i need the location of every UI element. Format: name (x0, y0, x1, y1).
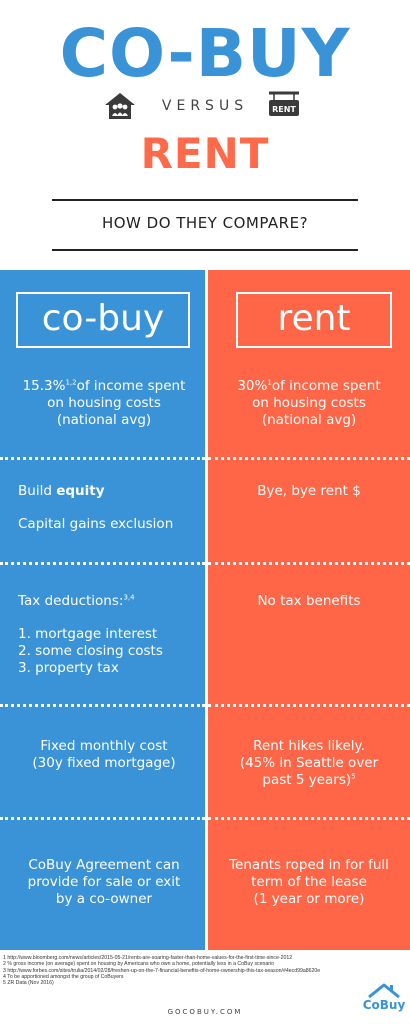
cobuy-equity-text: equity (56, 483, 105, 499)
row-separator (0, 562, 205, 565)
row-separator (208, 562, 410, 565)
cobuy-logo: CoBuy (362, 982, 406, 1020)
versus-label: VERSUS (161, 98, 249, 114)
cobuy-capital-gains: Capital gains exclusion (18, 516, 174, 532)
rent-tenants-line3: (1 year or more) (253, 891, 365, 907)
footnote: 2 % gross income (on average) spent on h… (3, 961, 275, 968)
rent-hikes-sup: 5 (351, 772, 356, 781)
footnote: 5 ZR Data (Nov 2016) (3, 980, 54, 987)
rent-sign-text: RENT (272, 105, 296, 114)
cobuy-income-line3: (national avg) (56, 412, 152, 428)
house-roof-icon (368, 983, 400, 998)
footnote: 1 http://www.bloomberg.com/news/articles… (3, 955, 293, 961)
divider-bottom (52, 249, 358, 251)
rent-hikes-cell: Rent hikes likely. (45% in Seattle over … (212, 738, 406, 789)
cobuy-income-line1: 15.3%1,2of income spent (6, 378, 202, 395)
footnotes: 1 http://www.bloomberg.com/news/articles… (3, 955, 363, 986)
cobuy-agreement-line3: by a co-owner (55, 891, 153, 907)
rent-income-sup: 1 (267, 378, 272, 387)
house-people-icon (105, 93, 135, 119)
site-url: GOCOBUY.COM (167, 1008, 243, 1016)
rent-heading: rent (236, 292, 392, 348)
rent-income-line3: (national avg) (261, 412, 357, 428)
cobuy-heading: co-buy (16, 292, 190, 348)
rent-income-pct: 30% (237, 378, 268, 394)
compare-heading: HOW DO THEY COMPARE? (101, 214, 309, 232)
cobuy-equity-cell: Build equity (18, 483, 203, 500)
footnote: 4 To be apportioned amongst the group of… (3, 973, 124, 980)
rent-bye-text: Bye, bye rent $ (257, 483, 361, 499)
versus-row: VERSUS RENT (0, 90, 410, 122)
cobuy-fixed-cell: Fixed monthly cost (30y fixed mortgage) (6, 738, 202, 772)
cobuy-build-text: Build (18, 483, 57, 499)
cobuy-tax-list: 1. mortgage interest 2. some closing cos… (18, 626, 203, 677)
rent-income-rest: of income spent (271, 378, 381, 394)
rent-income-line1: 30%1of income spent (212, 378, 406, 395)
cobuy-agreement-line1: CoBuy Agreement can (28, 857, 180, 873)
cobuy-fixed-line1: Fixed monthly cost (40, 738, 168, 754)
cobuy-income-pct: 15.3% (22, 378, 66, 394)
cobuy-income-sup: 1,2 (65, 378, 77, 387)
tax-item: 3. property tax (18, 660, 119, 676)
rent-hikes-line3: past 5 years) (262, 772, 352, 788)
divider-top (52, 199, 358, 201)
header: CO-BUY VERSUS RENT RENT HOW DO THEY COMP… (0, 0, 410, 262)
row-separator (208, 704, 410, 707)
footnote: 3 http://www.forbes.com/sites/trulia/201… (3, 967, 321, 974)
logo-text: CoBuy (362, 998, 406, 1012)
tax-item: 2. some closing costs (18, 643, 163, 659)
rent-sign-icon: RENT (269, 91, 299, 116)
rent-hikes-line3-wrap: past 5 years)5 (212, 772, 406, 789)
rent-tenants-cell: Tenants roped in for full term of the le… (212, 857, 406, 908)
rent-no-tax: No tax benefits (257, 593, 361, 609)
cobuy-income-line2: on housing costs (47, 395, 161, 411)
cobuy-agreement-line2: provide for sale or exit (27, 874, 181, 890)
rent-column: rent 30%1of income spent on housing cost… (208, 270, 410, 950)
cobuy-fixed-line2: (30y fixed mortgage) (32, 755, 176, 771)
rent-hikes-line2: (45% in Seattle over (239, 755, 379, 771)
row-separator (208, 817, 410, 820)
rent-income-cell: 30%1of income spent on housing costs (na… (212, 378, 406, 429)
tax-item: 1. mortgage interest (18, 626, 158, 642)
cobuy-income-rest: of income spent (76, 378, 186, 394)
cobuy-tax-label: Tax deductions:3,4 (18, 593, 203, 610)
rent-hikes-line1: Rent hikes likely. (253, 738, 365, 754)
row-separator (208, 457, 410, 460)
main-title: CO-BUY (59, 15, 351, 92)
cobuy-tax-text: Tax deductions: (18, 593, 124, 609)
row-separator (0, 704, 205, 707)
rent-tenants-line1: Tenants roped in for full (229, 857, 389, 873)
cobuy-tax-sup: 3,4 (123, 593, 135, 602)
rent-title: RENT (140, 129, 270, 178)
row-separator (0, 817, 205, 820)
rent-income-line2: on housing costs (252, 395, 366, 411)
cobuy-income-cell: 15.3%1,2of income spent on housing costs… (6, 378, 202, 429)
rent-tenants-line2: term of the lease (251, 874, 367, 890)
cobuy-agreement-cell: CoBuy Agreement can provide for sale or … (6, 857, 202, 908)
row-separator (0, 457, 205, 460)
cobuy-column: co-buy 15.3%1,2of income spent on housin… (0, 270, 205, 950)
